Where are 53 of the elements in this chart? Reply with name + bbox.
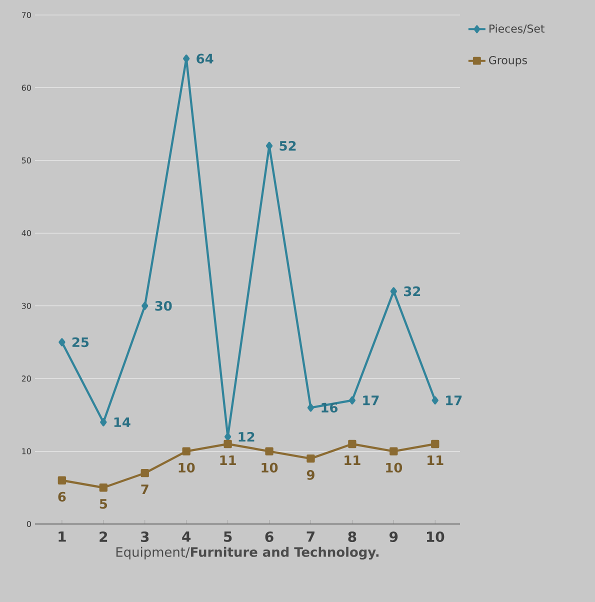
x-tick-label: 6	[265, 532, 274, 542]
data-label: 11	[220, 456, 236, 465]
point	[306, 454, 315, 463]
data-label: 11	[428, 456, 444, 465]
x-tick-label: 8	[348, 531, 356, 542]
data-label: 16	[322, 402, 338, 413]
data-label: 11	[344, 456, 360, 465]
point	[265, 447, 274, 456]
data-label: 12	[238, 432, 254, 442]
point	[348, 440, 356, 448]
data-label: 7	[141, 484, 148, 494]
data-label: 9	[306, 470, 314, 480]
data-label: 64	[196, 54, 214, 64]
point	[390, 447, 398, 456]
point	[183, 54, 190, 63]
point	[348, 396, 356, 404]
point	[58, 338, 66, 346]
data-label: 30	[155, 300, 172, 311]
data-label: 17	[363, 396, 379, 406]
data-label: 17	[446, 396, 462, 406]
x-tick-label: 9	[390, 532, 398, 542]
data-label: 5	[100, 499, 108, 509]
x-tick-label: 4	[182, 532, 191, 542]
x-tick-label: 3	[140, 531, 149, 542]
data-label: 32	[404, 286, 420, 296]
point	[182, 447, 190, 456]
point	[140, 469, 149, 478]
x-tick-label: 7	[306, 532, 314, 542]
data-label: 52	[280, 140, 296, 151]
point	[431, 440, 440, 448]
point	[307, 404, 314, 412]
data-label: 25	[72, 337, 89, 348]
legend-label: Pieces/Set	[490, 24, 544, 34]
point	[142, 302, 148, 310]
point	[224, 440, 232, 448]
data-label: 6	[58, 492, 66, 502]
point	[266, 142, 273, 150]
data-label: 10	[386, 462, 402, 473]
x-tick-label: 1	[58, 532, 66, 542]
point	[224, 432, 232, 441]
point	[432, 396, 438, 404]
point	[100, 418, 107, 426]
x-tick-label: 10	[426, 531, 444, 542]
point	[58, 476, 66, 484]
x-tick-label: 5	[224, 532, 232, 542]
x-axis-title: Equipment/Furniture and Technology.	[116, 546, 379, 560]
point	[99, 484, 108, 492]
legend-label: Groups	[489, 56, 527, 66]
data-label: 10	[262, 462, 278, 473]
point	[390, 287, 397, 296]
data-label: 14	[114, 417, 130, 427]
data-label: 10	[178, 462, 195, 473]
x-tick-label: 2	[100, 531, 108, 542]
